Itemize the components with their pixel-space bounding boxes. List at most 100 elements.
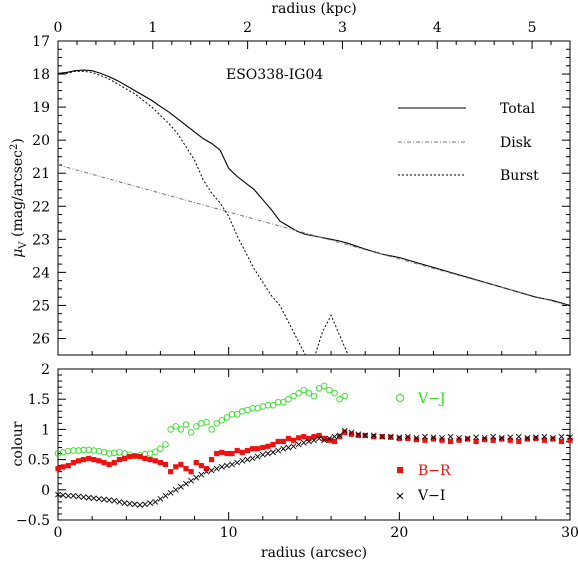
colour-point-filled-square	[337, 434, 343, 440]
colour-point-filled-square	[275, 438, 281, 445]
colour-point-filled-square	[239, 449, 245, 455]
colour-point-open-circle	[223, 414, 231, 421]
colour-point-cross	[387, 433, 394, 440]
colour-point-filled-square	[296, 435, 302, 441]
profile-series-group	[58, 69, 570, 355]
colour-y-tick-label: 0	[41, 483, 50, 499]
colour-point-open-circle	[249, 405, 256, 412]
colour-point-filled-square	[249, 446, 256, 452]
colour-point-filled-square	[490, 437, 496, 443]
colour-point-cross	[355, 431, 362, 438]
colour-point-cross	[85, 494, 92, 501]
colour-y-axis-label: colour	[10, 421, 26, 466]
colour-point-cross	[172, 486, 179, 493]
profile-legend: Total Disk Burst	[398, 101, 539, 184]
colour-point-cross	[285, 444, 292, 451]
colour-point-cross	[244, 456, 251, 463]
colour-point-filled-square	[219, 449, 225, 455]
profile-y-tick-label: 20	[32, 133, 50, 149]
colour-point-open-circle	[280, 398, 287, 406]
colour-point-filled-square	[306, 435, 312, 442]
profile-line-disk	[58, 164, 570, 307]
colour-point-filled-square	[106, 461, 112, 468]
colour-point-cross	[121, 500, 128, 507]
colour-point-cross	[473, 434, 480, 441]
colour-point-open-circle	[70, 447, 77, 454]
colour-point-cross	[396, 434, 403, 441]
colour-ticks: −0.500.511.520 10 20 30	[16, 362, 578, 541]
profile-y-tick-label: 25	[32, 298, 50, 314]
colour-point-filled-square	[152, 458, 158, 464]
colour-point-filled-square	[301, 434, 307, 440]
legend-vj-marker	[396, 394, 404, 402]
colour-point-filled-square	[214, 450, 220, 457]
colour-point-open-circle	[315, 385, 323, 392]
colour-point-cross	[370, 432, 377, 439]
colour-point-open-circle	[172, 423, 180, 430]
colour-point-filled-square	[422, 437, 428, 443]
profile-y-axis-label: μV (mag/arcsec2)	[9, 138, 29, 258]
colour-point-open-circle	[233, 411, 241, 418]
colour-point-filled-square	[209, 457, 215, 463]
colour-x-tick-label: 20	[390, 525, 408, 541]
legend-burst-label: Burst	[500, 168, 539, 184]
colour-point-filled-square	[157, 460, 163, 466]
colour-point-cross	[234, 459, 241, 466]
colour-point-cross	[464, 435, 471, 442]
colour-point-filled-square	[81, 457, 87, 463]
colour-point-filled-square	[224, 450, 230, 457]
colour-point-filled-square	[405, 435, 411, 442]
colour-series-group	[54, 382, 573, 508]
colour-point-filled-square	[342, 429, 348, 436]
colour-point-cross	[60, 492, 67, 499]
colour-point-cross	[239, 457, 246, 464]
colour-point-filled-square	[371, 434, 377, 440]
colour-point-filled-square	[567, 437, 573, 443]
colour-point-filled-square	[326, 437, 332, 443]
colour-point-cross	[348, 429, 355, 436]
profile-line-total	[58, 69, 570, 306]
colour-point-filled-square	[162, 461, 169, 468]
kpc-tick-label: 1	[148, 20, 157, 36]
colour-point-filled-square	[285, 435, 291, 442]
colour-point-cross	[188, 477, 195, 484]
colour-x-tick-label: 0	[54, 525, 63, 541]
colour-point-cross	[490, 433, 497, 440]
colour-point-cross	[379, 433, 386, 440]
colour-point-open-circle	[264, 401, 272, 409]
colour-point-cross	[362, 432, 369, 439]
colour-point-open-circle	[167, 426, 174, 433]
colour-point-filled-square	[101, 460, 107, 466]
colour-point-filled-square	[348, 431, 355, 437]
colour-point-filled-square	[193, 460, 199, 466]
colour-point-filled-square	[447, 438, 454, 445]
legend-vi-marker	[396, 492, 404, 500]
colour-point-filled-square	[178, 461, 184, 468]
profile-y-tick-label: 19	[32, 100, 50, 116]
colour-point-cross	[422, 433, 428, 440]
colour-point-filled-square	[430, 436, 437, 442]
colour-point-cross	[177, 483, 184, 490]
colour-point-filled-square	[234, 447, 240, 454]
colour-point-cross	[147, 500, 154, 507]
colour-point-filled-square	[260, 444, 266, 451]
colour-point-filled-square	[507, 437, 513, 443]
colour-point-cross	[249, 455, 256, 462]
kpc-tick-label: 4	[433, 20, 442, 36]
profile-plot-frame	[57, 40, 571, 356]
colour-point-cross	[404, 433, 411, 440]
colour-point-filled-square	[413, 437, 419, 443]
colour-point-filled-square	[142, 455, 148, 461]
colour-point-cross	[311, 437, 317, 444]
colour-point-filled-square	[331, 438, 338, 445]
colour-plot-frame	[57, 368, 571, 521]
colour-point-cross	[295, 441, 302, 448]
profile-y-tick-label: 17	[32, 34, 50, 50]
colour-point-cross	[126, 500, 133, 507]
colour-point-open-circle	[290, 392, 297, 400]
colour-point-filled-square	[456, 437, 462, 443]
colour-point-cross	[275, 447, 282, 454]
profile-y-tick-label: 21	[32, 166, 50, 182]
